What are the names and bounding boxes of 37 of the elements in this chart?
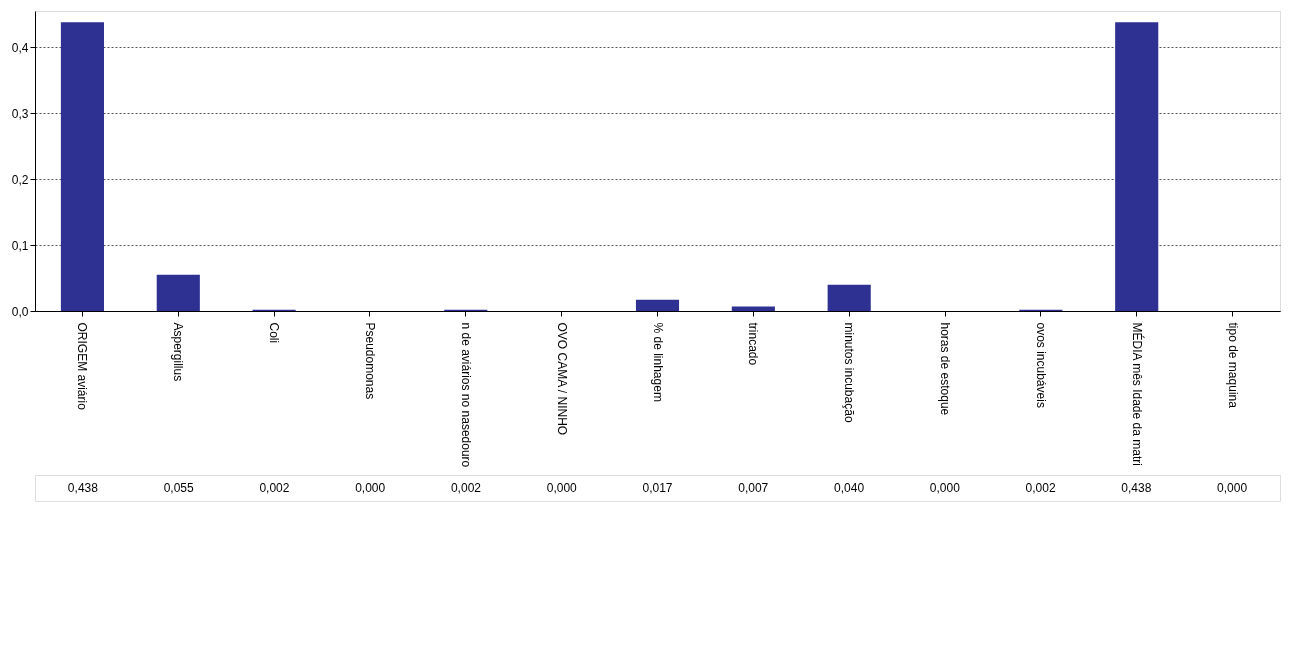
data-label: 0,040 [834,481,865,495]
x-tick-label: OVO CAMA / NINHO [554,322,569,436]
x-tick-label: ovos incubáveis [1033,322,1048,408]
x-tick-label: Coli [267,322,282,344]
y-tick-label: 0,4 [11,40,29,55]
data-label: 0,002 [1025,481,1056,495]
data-label: 0,438 [67,481,99,495]
data-label: 0,000 [355,481,386,495]
x-tick-label: Aspergillus [171,322,186,382]
x-tick-label: tipo de maquina [1225,322,1240,409]
data-label: 0,017 [642,481,673,495]
y-tick-label: 0,1 [11,238,29,253]
x-tick-label: horas de estoque [938,322,953,416]
data-label: 0,000 [1217,481,1248,495]
x-tick-label: minutos incubação [842,322,857,423]
x-tick-label: ORIGEM aviário [75,322,90,411]
x-tick-label: Pseudomonas [362,322,377,400]
bar [60,22,105,311]
data-label: 0,002 [259,481,290,495]
data-label: 0,007 [738,481,769,495]
bar [635,299,680,311]
data-label: 0,055 [163,481,194,495]
data-label: 0,438 [1121,481,1152,495]
x-tick-label: n de aviários no nasedouro [458,322,473,468]
bar [827,284,871,311]
bar [156,274,200,311]
data-label: 0,000 [546,481,578,495]
bar [1115,22,1159,311]
y-tick-label: 0,2 [11,172,29,187]
data-label: 0,002 [450,481,482,495]
x-tick-label: trincado [746,322,761,366]
x-tick-label: MÉDIA mês Idade da matri [1129,322,1145,466]
y-tick-label: 0,3 [11,106,29,121]
bar [731,306,775,311]
y-tick-label: 0,0 [11,304,29,319]
x-tick-label: % de linhagem [650,322,665,402]
data-label: 0,000 [929,481,961,495]
